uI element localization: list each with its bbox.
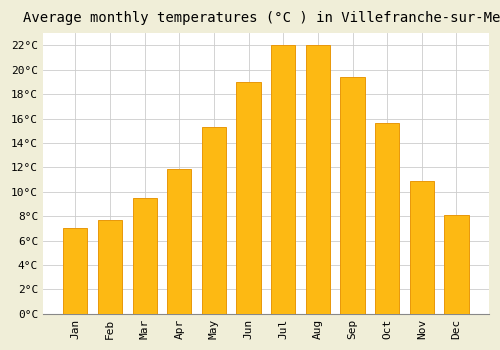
Bar: [306, 46, 330, 314]
Bar: [132, 198, 157, 314]
Title: Average monthly temperatures (°C ) in Villefranche-sur-Mer: Average monthly temperatures (°C ) in Vi…: [23, 11, 500, 25]
Bar: [271, 46, 295, 314]
Bar: [236, 82, 260, 314]
Bar: [202, 127, 226, 314]
Bar: [375, 124, 400, 314]
Bar: [444, 215, 468, 314]
Bar: [167, 169, 192, 314]
Bar: [63, 229, 88, 314]
Bar: [410, 181, 434, 314]
Bar: [340, 77, 364, 314]
Bar: [98, 220, 122, 314]
